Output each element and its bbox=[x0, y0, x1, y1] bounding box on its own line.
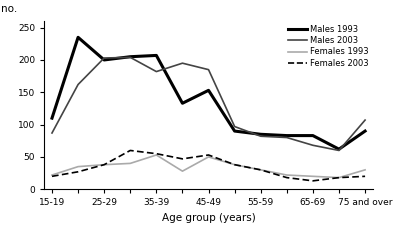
X-axis label: Age group (years): Age group (years) bbox=[162, 213, 255, 223]
Males 1993 bbox=[284, 134, 289, 137]
Females 2003 bbox=[232, 163, 237, 166]
Females 1993 bbox=[284, 174, 289, 176]
Females 1993 bbox=[128, 162, 133, 165]
Females 2003 bbox=[310, 180, 315, 182]
Males 2003 bbox=[128, 56, 133, 59]
Females 2003 bbox=[102, 163, 106, 166]
Females 1993 bbox=[232, 163, 237, 166]
Males 1993 bbox=[76, 36, 81, 39]
Males 1993 bbox=[180, 102, 185, 105]
Males 1993 bbox=[50, 117, 54, 119]
Males 1993 bbox=[232, 130, 237, 132]
Females 2003 bbox=[128, 149, 133, 152]
Line: Males 2003: Males 2003 bbox=[52, 57, 365, 151]
Females 1993 bbox=[50, 174, 54, 176]
Males 2003 bbox=[102, 57, 106, 59]
Males 1993 bbox=[258, 133, 263, 136]
Females 2003 bbox=[206, 154, 211, 156]
Males 1993 bbox=[363, 130, 368, 132]
Males 1993 bbox=[337, 148, 341, 151]
Males 2003 bbox=[284, 136, 289, 139]
Males 2003 bbox=[310, 144, 315, 147]
Females 2003 bbox=[76, 170, 81, 173]
Males 2003 bbox=[206, 68, 211, 71]
Females 1993 bbox=[76, 165, 81, 168]
Males 1993 bbox=[128, 55, 133, 58]
Males 2003 bbox=[76, 83, 81, 86]
Line: Males 1993: Males 1993 bbox=[52, 37, 365, 149]
Males 1993 bbox=[102, 59, 106, 61]
Females 1993 bbox=[154, 154, 159, 156]
Females 1993 bbox=[102, 163, 106, 166]
Males 2003 bbox=[180, 62, 185, 64]
Males 1993 bbox=[206, 89, 211, 92]
Males 2003 bbox=[50, 132, 54, 134]
Males 2003 bbox=[363, 119, 368, 121]
Line: Females 1993: Females 1993 bbox=[52, 155, 365, 178]
Females 2003 bbox=[363, 175, 368, 178]
Males 2003 bbox=[154, 70, 159, 73]
Text: no.: no. bbox=[2, 5, 18, 15]
Females 2003 bbox=[258, 168, 263, 171]
Females 1993 bbox=[258, 168, 263, 171]
Males 2003 bbox=[258, 135, 263, 138]
Females 1993 bbox=[206, 155, 211, 158]
Legend: Males 1993, Males 2003, Females 1993, Females 2003: Males 1993, Males 2003, Females 1993, Fe… bbox=[285, 22, 372, 71]
Males 2003 bbox=[232, 125, 237, 128]
Females 2003 bbox=[50, 175, 54, 178]
Females 1993 bbox=[337, 176, 341, 179]
Females 2003 bbox=[337, 176, 341, 179]
Females 2003 bbox=[180, 158, 185, 160]
Line: Females 2003: Females 2003 bbox=[52, 151, 365, 181]
Females 2003 bbox=[284, 176, 289, 179]
Females 2003 bbox=[154, 152, 159, 155]
Females 1993 bbox=[180, 170, 185, 173]
Males 1993 bbox=[310, 134, 315, 137]
Males 2003 bbox=[337, 149, 341, 152]
Females 1993 bbox=[310, 175, 315, 178]
Males 1993 bbox=[154, 54, 159, 57]
Females 1993 bbox=[363, 168, 368, 171]
